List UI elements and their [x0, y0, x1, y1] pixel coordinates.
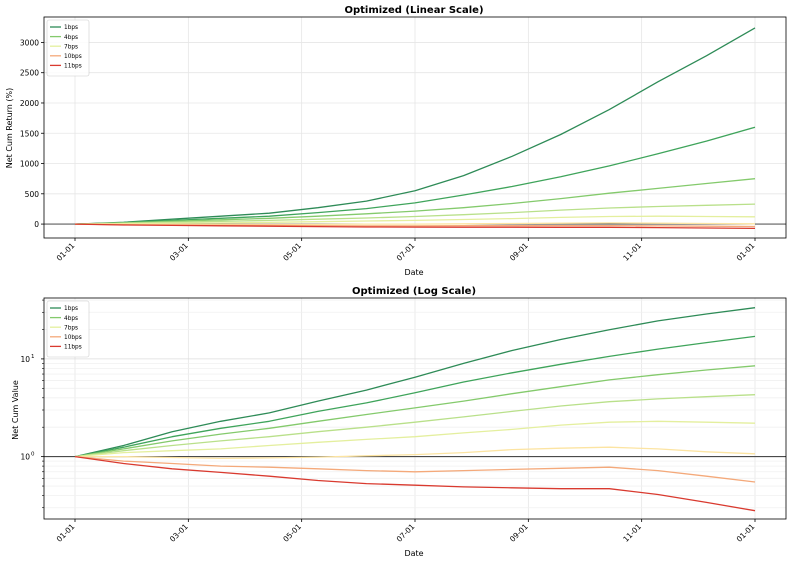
legend-label: 7bps	[64, 44, 78, 50]
y-tick-label: 1500	[20, 129, 39, 138]
y-tick-label: 10	[20, 453, 30, 462]
series-line	[74, 307, 756, 458]
x-axis-label: Date	[404, 268, 423, 277]
x-tick-label: 05-01	[281, 241, 303, 263]
y-tick-label: 2000	[20, 99, 39, 108]
series-line	[74, 365, 756, 458]
legend-label: 7bps	[64, 325, 78, 331]
y-tick-label: 1000	[20, 160, 39, 169]
x-tick-label: 01-01	[735, 522, 757, 544]
y-tick-label-exponent: 1	[31, 354, 35, 360]
log-scale-chart: Optimized (Log Scale) Net Cum Value Date…	[11, 286, 787, 558]
legend-box	[46, 19, 90, 77]
y-tick-label: 3000	[20, 38, 39, 47]
series-line	[74, 178, 756, 225]
chart-title: Optimized (Log Scale)	[352, 286, 476, 297]
x-tick-label: 07-01	[395, 522, 417, 544]
x-tick-label: 09-01	[508, 522, 530, 544]
series-line	[75, 446, 756, 460]
legend: 1bps 4bps 7bps 10bps 11bps	[46, 300, 90, 358]
x-tick-label: 01-01	[55, 241, 77, 263]
legend-label: 4bps	[64, 35, 78, 41]
series-line	[74, 335, 756, 458]
x-tick-label: 11-01	[621, 241, 643, 263]
x-tick-label: 03-01	[168, 522, 190, 544]
legend: 1bps 4bps 7bps 10bps 11bps	[46, 19, 90, 77]
series-group	[74, 27, 756, 230]
series-line	[74, 126, 756, 225]
chart-title: Optimized (Linear Scale)	[344, 5, 483, 16]
x-tick-label: 07-01	[395, 241, 417, 263]
series-line	[74, 420, 756, 458]
series-line	[75, 222, 756, 226]
legend-label: 4bps	[64, 316, 78, 322]
x-tick-label: 11-01	[621, 522, 643, 544]
series-line	[74, 27, 756, 225]
legend-label: 10bps	[64, 54, 82, 60]
x-tick-label: 03-01	[168, 241, 190, 263]
series-line	[74, 215, 756, 225]
x-tick-label: 01-01	[55, 522, 77, 544]
legend-label: 11bps	[64, 64, 82, 70]
legend-label: 1bps	[64, 25, 78, 31]
y-axis-label: Net Cum Return (%)	[5, 88, 14, 169]
y-tick-label: 10	[20, 355, 30, 364]
series-line	[74, 455, 756, 512]
y-tick-label-exponent: 0	[31, 452, 35, 458]
series-line	[74, 455, 756, 483]
x-tick-label: 01-01	[735, 241, 757, 263]
series-line	[74, 203, 756, 225]
x-tick-label: 05-01	[281, 522, 303, 544]
legend-label: 10bps	[64, 335, 82, 341]
y-axis-label: Net Cum Value	[11, 380, 20, 440]
legend-box	[46, 300, 90, 358]
y-tick-label: 500	[25, 190, 40, 199]
linear-scale-chart: Optimized (Linear Scale) Net Cum Return …	[5, 5, 787, 277]
x-tick-label: 09-01	[508, 241, 530, 263]
gridlines	[44, 17, 786, 238]
series-group	[74, 307, 756, 512]
y-tick-label: 2500	[20, 69, 39, 78]
x-axis-label: Date	[404, 549, 423, 558]
legend-label: 1bps	[64, 306, 78, 312]
series-line	[74, 394, 756, 458]
series-line	[74, 223, 756, 230]
legend-label: 11bps	[64, 345, 82, 351]
y-tick-label: 0	[34, 220, 39, 229]
